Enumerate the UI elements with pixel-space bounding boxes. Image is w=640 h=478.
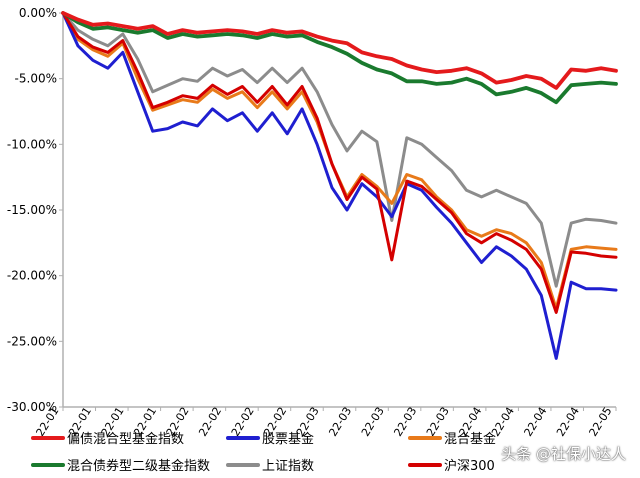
x-tick-label: 22-02 (229, 405, 257, 439)
x-tick-label: 22-04 (554, 405, 582, 439)
watermark: 头条 @社保小达人 (501, 445, 626, 463)
series-line-2 (61, 11, 618, 310)
y-tick-label: -5.00% (15, 72, 57, 86)
legend-label: 沪深300 (444, 458, 495, 474)
x-tick-label: 22-03 (326, 405, 354, 439)
series-line-3 (61, 11, 618, 105)
x-tick-label: 22-02 (196, 405, 224, 439)
x-tick-label: 22-03 (359, 405, 387, 439)
y-tick-label: -10.00% (7, 137, 57, 151)
legend-label: 股票基金 (262, 431, 314, 447)
series-line-4 (61, 11, 618, 288)
legend-label: 混合债券型二级基金指数 (67, 458, 210, 474)
y-tick-label: -20.00% (7, 269, 57, 283)
series-line-0 (61, 11, 618, 90)
y-tick-label: -15.00% (7, 203, 57, 217)
x-tick-label: 22-04 (522, 405, 550, 439)
legend-label: 混合基金 (444, 431, 496, 447)
series-line-5 (61, 11, 618, 314)
y-tick-label: 0.00% (19, 6, 57, 20)
x-tick-label: 22-05 (587, 405, 615, 439)
legend-label: 偏债混合型基金指数 (67, 431, 184, 447)
y-axis: 0.00% -5.00% -10.00% -15.00% -20.00% -25.00% -… (7, 6, 64, 414)
series-line-1 (61, 11, 618, 360)
series-lines (61, 11, 618, 360)
y-tick-label: -30.00% (7, 400, 57, 414)
x-tick-label: 22-03 (391, 405, 419, 439)
y-tick-label: -25.00% (7, 334, 57, 348)
legend-label: 上证指数 (262, 459, 314, 474)
